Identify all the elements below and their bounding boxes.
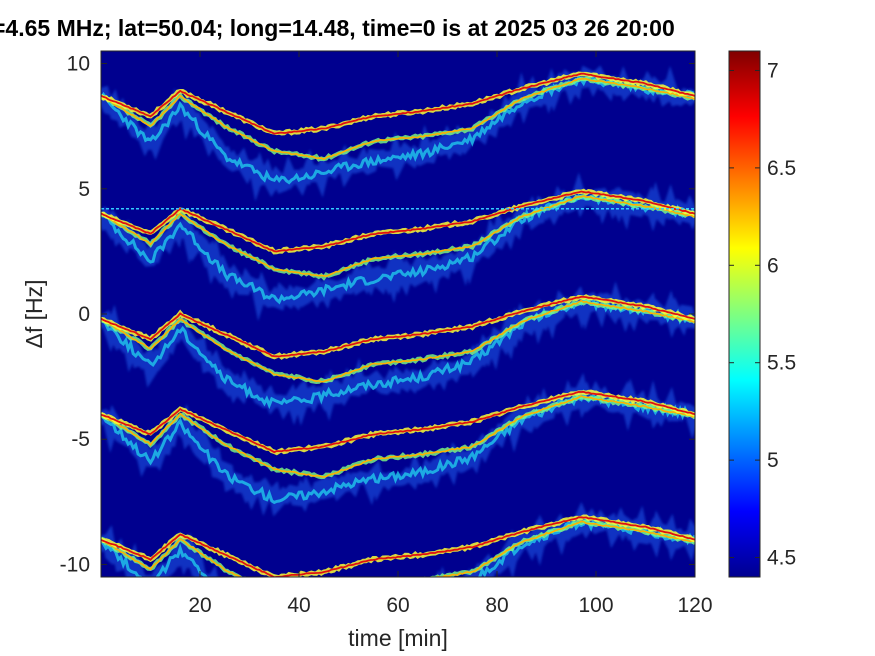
colorbar-tick-label: 4.5 [767,547,796,570]
y-tick-label: -10 [60,553,90,576]
y-tick-label: 5 [78,178,90,201]
colorbar-tick-label: 6 [767,254,779,277]
trace-diffuse-band [101,172,695,322]
trace-lower [101,520,695,577]
colorbar-frame [728,50,761,578]
chart-title: =4.65 MHz; lat=50.04; long=14.48, time=0… [0,15,675,41]
trace-diffuse [101,296,695,410]
x-tick-label: 40 [287,594,310,617]
x-tick-label: 120 [677,594,712,617]
colorbar-gradient [729,51,760,577]
trace-lower [101,195,695,278]
trace-upper [101,516,695,577]
plot-background [101,51,695,577]
trace-upper-glow [101,71,695,136]
colorbar-tick-label: 5.5 [767,352,796,375]
colorbar: 7 6.5 6 5.5 5 4.5 [728,50,796,578]
y-tick-label: 10 [67,53,90,76]
colorbar-ticks: 7 6.5 6 5.5 5 4.5 [729,59,796,570]
x-tick-label: 20 [188,594,211,617]
y-axis: 10 5 0 -5 -10 [60,53,695,576]
trace-lower-glow [101,519,695,577]
x-axis: 20 40 60 80 100 120 [188,51,713,617]
trace-lower [101,77,695,161]
trace-upper [101,295,695,358]
trace-upper [101,190,695,253]
plot-area [100,50,696,578]
y-tick-label: -5 [71,428,90,451]
x-tick-label: 100 [578,594,613,617]
x-tick-label: 60 [386,594,409,617]
y-tick-label: 0 [78,303,90,326]
colorbar-tick-label: 6.5 [767,157,796,180]
colorbar-tick-label: 7 [767,59,779,82]
x-tick-label: 80 [485,594,508,617]
trace-lower [101,395,695,478]
trace-lower-glow [101,393,695,480]
trace-lower [101,299,695,383]
trace-upper [101,390,695,454]
y-axis-label: Δf [Hz] [21,279,47,348]
colorbar-tick-label: 5 [767,449,779,472]
trace-upper [101,72,695,135]
traces-layer [101,65,695,577]
x-axis-label: time [min] [348,625,448,651]
